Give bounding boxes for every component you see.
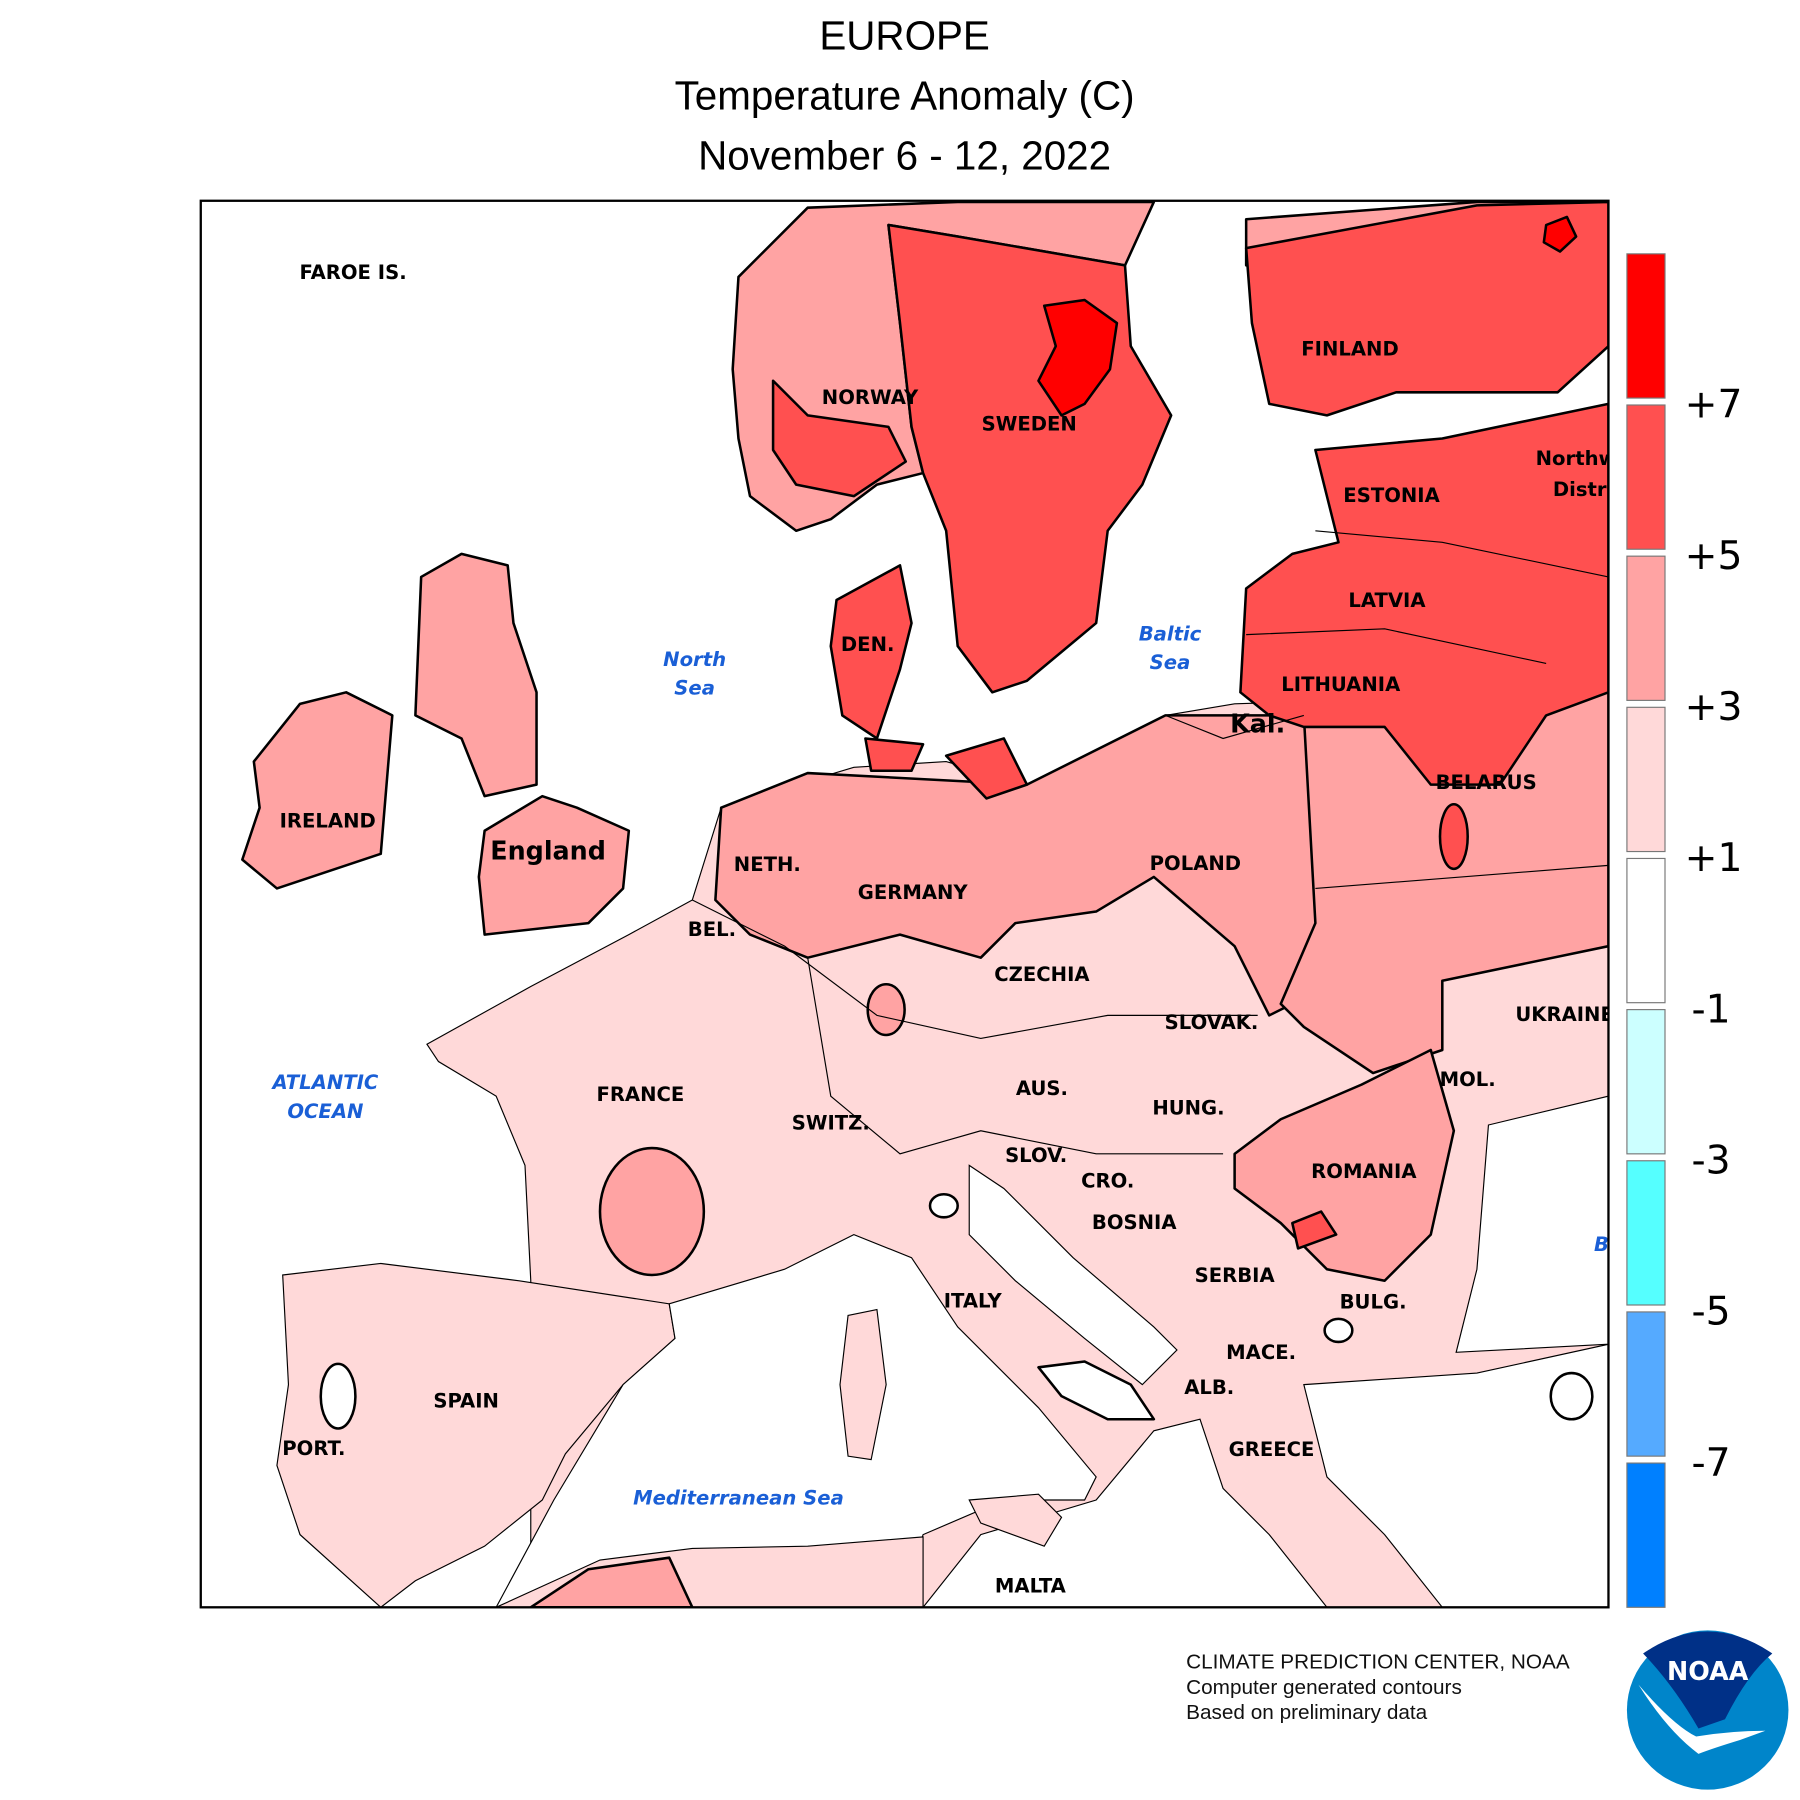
legend-label: -7 bbox=[1692, 1441, 1731, 1486]
country-borders bbox=[692, 530, 1609, 1155]
label-denmark: DEN. bbox=[841, 633, 895, 656]
label-baltic-sea-2: Sea bbox=[1150, 651, 1191, 674]
legend-swatch bbox=[1626, 404, 1666, 550]
label-district: Distri bbox=[1553, 478, 1613, 501]
label-serbia: SERBIA bbox=[1195, 1264, 1276, 1287]
label-germany: GERMANY bbox=[858, 881, 969, 904]
seas bbox=[495, 1095, 1609, 1608]
label-ukraine: UKRAINE bbox=[1515, 1003, 1614, 1026]
label-black-sea: B bbox=[1594, 1233, 1609, 1256]
credit-line-1: CLIMATE PREDICTION CENTER, NOAA bbox=[1186, 1650, 1570, 1673]
map-frame bbox=[199, 199, 1610, 1609]
noaa-logo-text: NOAA bbox=[1667, 1656, 1749, 1686]
legend-label: +5 bbox=[1685, 534, 1743, 579]
label-finland: FINLAND bbox=[1301, 337, 1398, 360]
label-latvia: LATVIA bbox=[1348, 589, 1426, 612]
label-estonia: ESTONIA bbox=[1343, 484, 1440, 507]
label-macedonia: MACE. bbox=[1226, 1341, 1296, 1364]
legend-swatch bbox=[1626, 1009, 1666, 1155]
label-slovakia: SLOVAK. bbox=[1165, 1011, 1259, 1034]
noaa-logo: NOAA bbox=[1626, 1630, 1789, 1790]
label-mediterranean: Mediterranean Sea bbox=[633, 1487, 844, 1510]
title-variable: Temperature Anomaly (C) bbox=[675, 73, 1135, 119]
country-labels: FAROE IS. NORWAY SWEDEN FINLAND Northw D… bbox=[280, 261, 1617, 1597]
label-lithuania: LITHUANIA bbox=[1281, 673, 1401, 696]
label-bulgaria: BULG. bbox=[1340, 1290, 1407, 1313]
label-france: FRANCE bbox=[596, 1083, 684, 1106]
label-bosnia: BOSNIA bbox=[1092, 1211, 1177, 1234]
legend-swatch bbox=[1626, 1462, 1666, 1608]
label-italy: ITALY bbox=[944, 1289, 1003, 1312]
legend-swatch bbox=[1626, 1311, 1666, 1457]
credit-line-3: Based on preliminary data bbox=[1186, 1701, 1428, 1724]
region-anom-3-5 bbox=[241, 200, 1609, 1283]
label-belgium: BEL. bbox=[688, 918, 736, 941]
label-switzerland: SWITZ. bbox=[792, 1112, 870, 1135]
label-north-sea-2: Sea bbox=[674, 677, 715, 700]
legend-swatch bbox=[1626, 253, 1666, 399]
legend-swatch bbox=[1626, 706, 1666, 853]
label-albania: ALB. bbox=[1184, 1376, 1234, 1399]
region-anom-5-7 bbox=[771, 200, 1609, 1250]
label-portugal: PORT. bbox=[282, 1437, 345, 1460]
legend-label: -1 bbox=[1692, 987, 1731, 1032]
legend-label: -5 bbox=[1692, 1290, 1731, 1335]
label-spain: SPAIN bbox=[433, 1390, 499, 1413]
map-area: FAROE IS. NORWAY SWEDEN FINLAND Northw D… bbox=[200, 200, 1617, 1608]
label-moldova: MOL. bbox=[1440, 1068, 1496, 1091]
label-north-sea-1: North bbox=[663, 648, 726, 671]
legend-swatch bbox=[1626, 1160, 1666, 1306]
legend-label: -3 bbox=[1692, 1138, 1731, 1183]
iberia bbox=[276, 1262, 676, 1608]
label-england: England bbox=[490, 836, 606, 866]
label-slovenia: SLOV. bbox=[1005, 1144, 1067, 1167]
legend-swatch bbox=[1626, 555, 1666, 701]
credit-line-2: Computer generated contours bbox=[1186, 1676, 1462, 1699]
label-hungary: HUNG. bbox=[1152, 1097, 1224, 1120]
label-atlantic-2: OCEAN bbox=[287, 1100, 363, 1123]
title-period: November 6 - 12, 2022 bbox=[698, 133, 1111, 179]
label-norway: NORWAY bbox=[822, 386, 919, 409]
label-greece: GREECE bbox=[1229, 1438, 1315, 1461]
title-region: EUROPE bbox=[819, 13, 990, 59]
label-netherlands: NETH. bbox=[734, 853, 801, 876]
legend-label: +3 bbox=[1685, 685, 1743, 730]
label-malta: MALTA bbox=[995, 1574, 1067, 1597]
region-anom-gt-7 bbox=[1037, 215, 1578, 417]
legend-label: +7 bbox=[1685, 383, 1743, 428]
label-faroe: FAROE IS. bbox=[299, 261, 406, 284]
color-legend: +7 +5 +3 +1 -1 -3 -5 -7 bbox=[1626, 253, 1743, 1608]
label-belarus: BELARUS bbox=[1436, 771, 1537, 794]
label-baltic-sea-1: Baltic bbox=[1139, 622, 1202, 645]
label-northwest: Northw bbox=[1536, 447, 1617, 470]
label-ireland: IRELAND bbox=[280, 809, 376, 832]
label-atlantic-1: ATLANTIC bbox=[270, 1071, 378, 1094]
label-kaliningrad: Kal. bbox=[1230, 709, 1285, 739]
label-romania: ROMANIA bbox=[1311, 1160, 1417, 1183]
label-croatia: CRO. bbox=[1081, 1169, 1134, 1192]
legend-label: +1 bbox=[1685, 836, 1743, 881]
region-anom-near-zero bbox=[319, 1192, 1594, 1430]
legend-swatch bbox=[1626, 857, 1666, 1004]
label-sweden: SWEDEN bbox=[982, 412, 1077, 435]
label-czechia: CZECHIA bbox=[994, 963, 1090, 986]
label-poland: POLAND bbox=[1150, 852, 1241, 875]
sea-labels: North Sea Baltic Sea ATLANTIC OCEAN Medi… bbox=[270, 622, 1609, 1510]
label-austria: AUS. bbox=[1016, 1077, 1068, 1100]
